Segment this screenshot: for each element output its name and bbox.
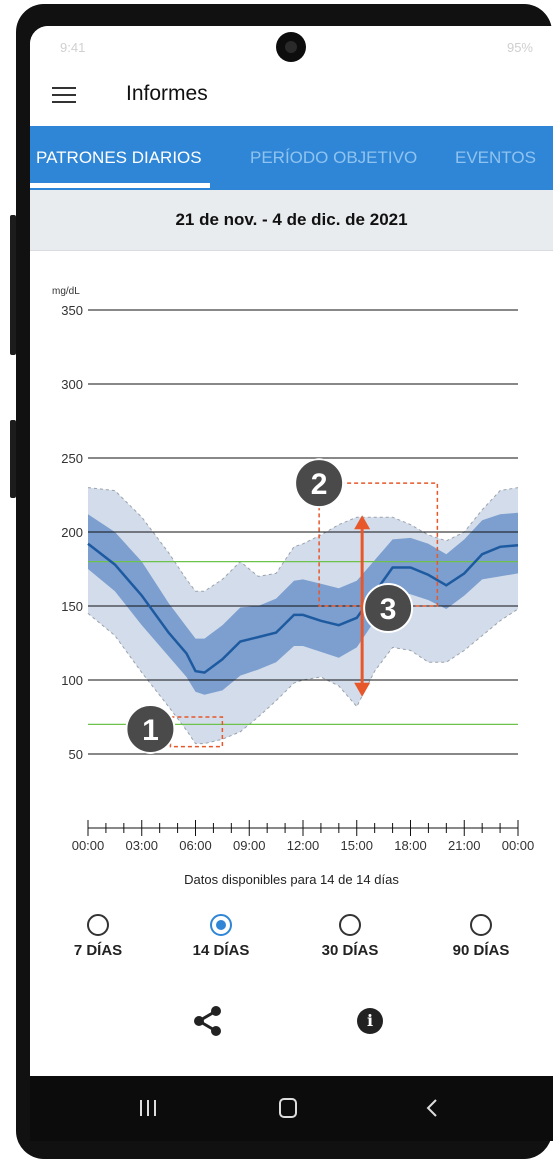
range-high-outline (87, 487, 519, 592)
period-option-14[interactable]: 14 DÍAS (171, 906, 271, 959)
data-availability-text: Datos disponibles para 14 de 14 días (184, 872, 399, 887)
active-tab-indicator (30, 183, 210, 188)
volume-button (10, 215, 16, 355)
tab-target-period[interactable]: PERÍODO OBJETIVO (250, 148, 418, 167)
y-tick-label: 200 (61, 525, 83, 540)
annotation-badge-3 (363, 583, 414, 633)
x-tick-label: 15:00 (340, 838, 373, 853)
action-row: i (30, 996, 553, 1046)
annotation-badge-label: 2 (311, 468, 328, 501)
x-tick-label: 18:00 (394, 838, 427, 853)
hamburger-menu-icon[interactable] (52, 82, 82, 108)
arrow-head-up (354, 515, 371, 530)
y-tick-label: 100 (61, 673, 83, 688)
tab-bar: PATRONES DIARIOS PERÍODO OBJETIVO EVENTO… (30, 126, 553, 190)
radio-button[interactable] (87, 914, 109, 936)
x-tick-label: 00:00 (502, 838, 535, 853)
interquartile-band (88, 512, 518, 695)
annotation-badge-2 (294, 458, 345, 509)
status-indicators: 95% (506, 40, 533, 55)
annotation-badge-1 (125, 704, 176, 754)
annotation-badge-label: 1 (142, 714, 159, 747)
front-camera (276, 32, 306, 62)
annotation-box-2 (318, 482, 439, 607)
x-tick-label: 09:00 (233, 838, 266, 853)
home-icon[interactable] (258, 1088, 318, 1128)
status-bar: 9:41 95% (30, 26, 553, 68)
tab-events[interactable]: EVENTOS (455, 148, 536, 167)
radio-label: 14 DÍAS (192, 942, 250, 959)
glucose-chart-svg: mg/dL 50 100 150 200 250 300 350 00:00 03:00 06:00… (52, 286, 535, 853)
radio-button[interactable] (339, 914, 361, 936)
period-option-7[interactable]: 7 DÍAS (48, 906, 148, 959)
page-title: Informes (126, 82, 208, 105)
power-button (10, 420, 16, 498)
x-tick-label: 12:00 (287, 838, 320, 853)
info-icon[interactable]: i (357, 1008, 383, 1034)
period-option-30[interactable]: 30 DÍAS (300, 906, 400, 959)
x-tick-label: 21:00 (448, 838, 481, 853)
y-tick-label: 300 (61, 377, 83, 392)
arrow-head-down (354, 682, 371, 697)
median-line (87, 542, 519, 674)
system-nav-bar (30, 1076, 553, 1141)
y-tick-label: 350 (61, 303, 83, 318)
y-tick-label: 150 (61, 599, 83, 614)
radio-button-selected[interactable] (210, 914, 232, 936)
radio-button[interactable] (470, 914, 492, 936)
tab-daily-patterns[interactable]: PATRONES DIARIOS (36, 148, 202, 167)
app-bar: Informes (30, 68, 553, 126)
x-tick-label: 03:00 (125, 838, 158, 853)
x-tick-label: 06:00 (179, 838, 212, 853)
annotation-badge-label: 3 (380, 593, 397, 626)
y-tick-label: 250 (61, 451, 83, 466)
y-tick-label: 50 (69, 747, 83, 762)
period-selector: 7 DÍAS 14 DÍAS 30 DÍAS 90 DÍAS (30, 906, 553, 976)
radio-label: 90 DÍAS (452, 942, 510, 959)
back-icon[interactable] (402, 1088, 462, 1128)
glucose-chart: mg/dL 50 100 150 200 250 300 350 00:00 03:00 06:00… (30, 251, 553, 871)
recent-apps-icon[interactable] (118, 1088, 178, 1128)
screen: 9:41 95% Informes PATRONES DIARIOS PERÍO… (30, 26, 553, 1141)
date-range: 21 de nov. - 4 de dic. de 2021 (30, 190, 553, 251)
radio-label: 7 DÍAS (73, 942, 123, 959)
share-icon[interactable] (190, 1004, 224, 1038)
status-time: 9:41 (60, 40, 86, 55)
radio-label: 30 DÍAS (321, 942, 379, 959)
period-option-90[interactable]: 90 DÍAS (431, 906, 531, 959)
y-axis-unit-label: mg/dL (52, 286, 80, 297)
x-tick-label: 00:00 (72, 838, 105, 853)
